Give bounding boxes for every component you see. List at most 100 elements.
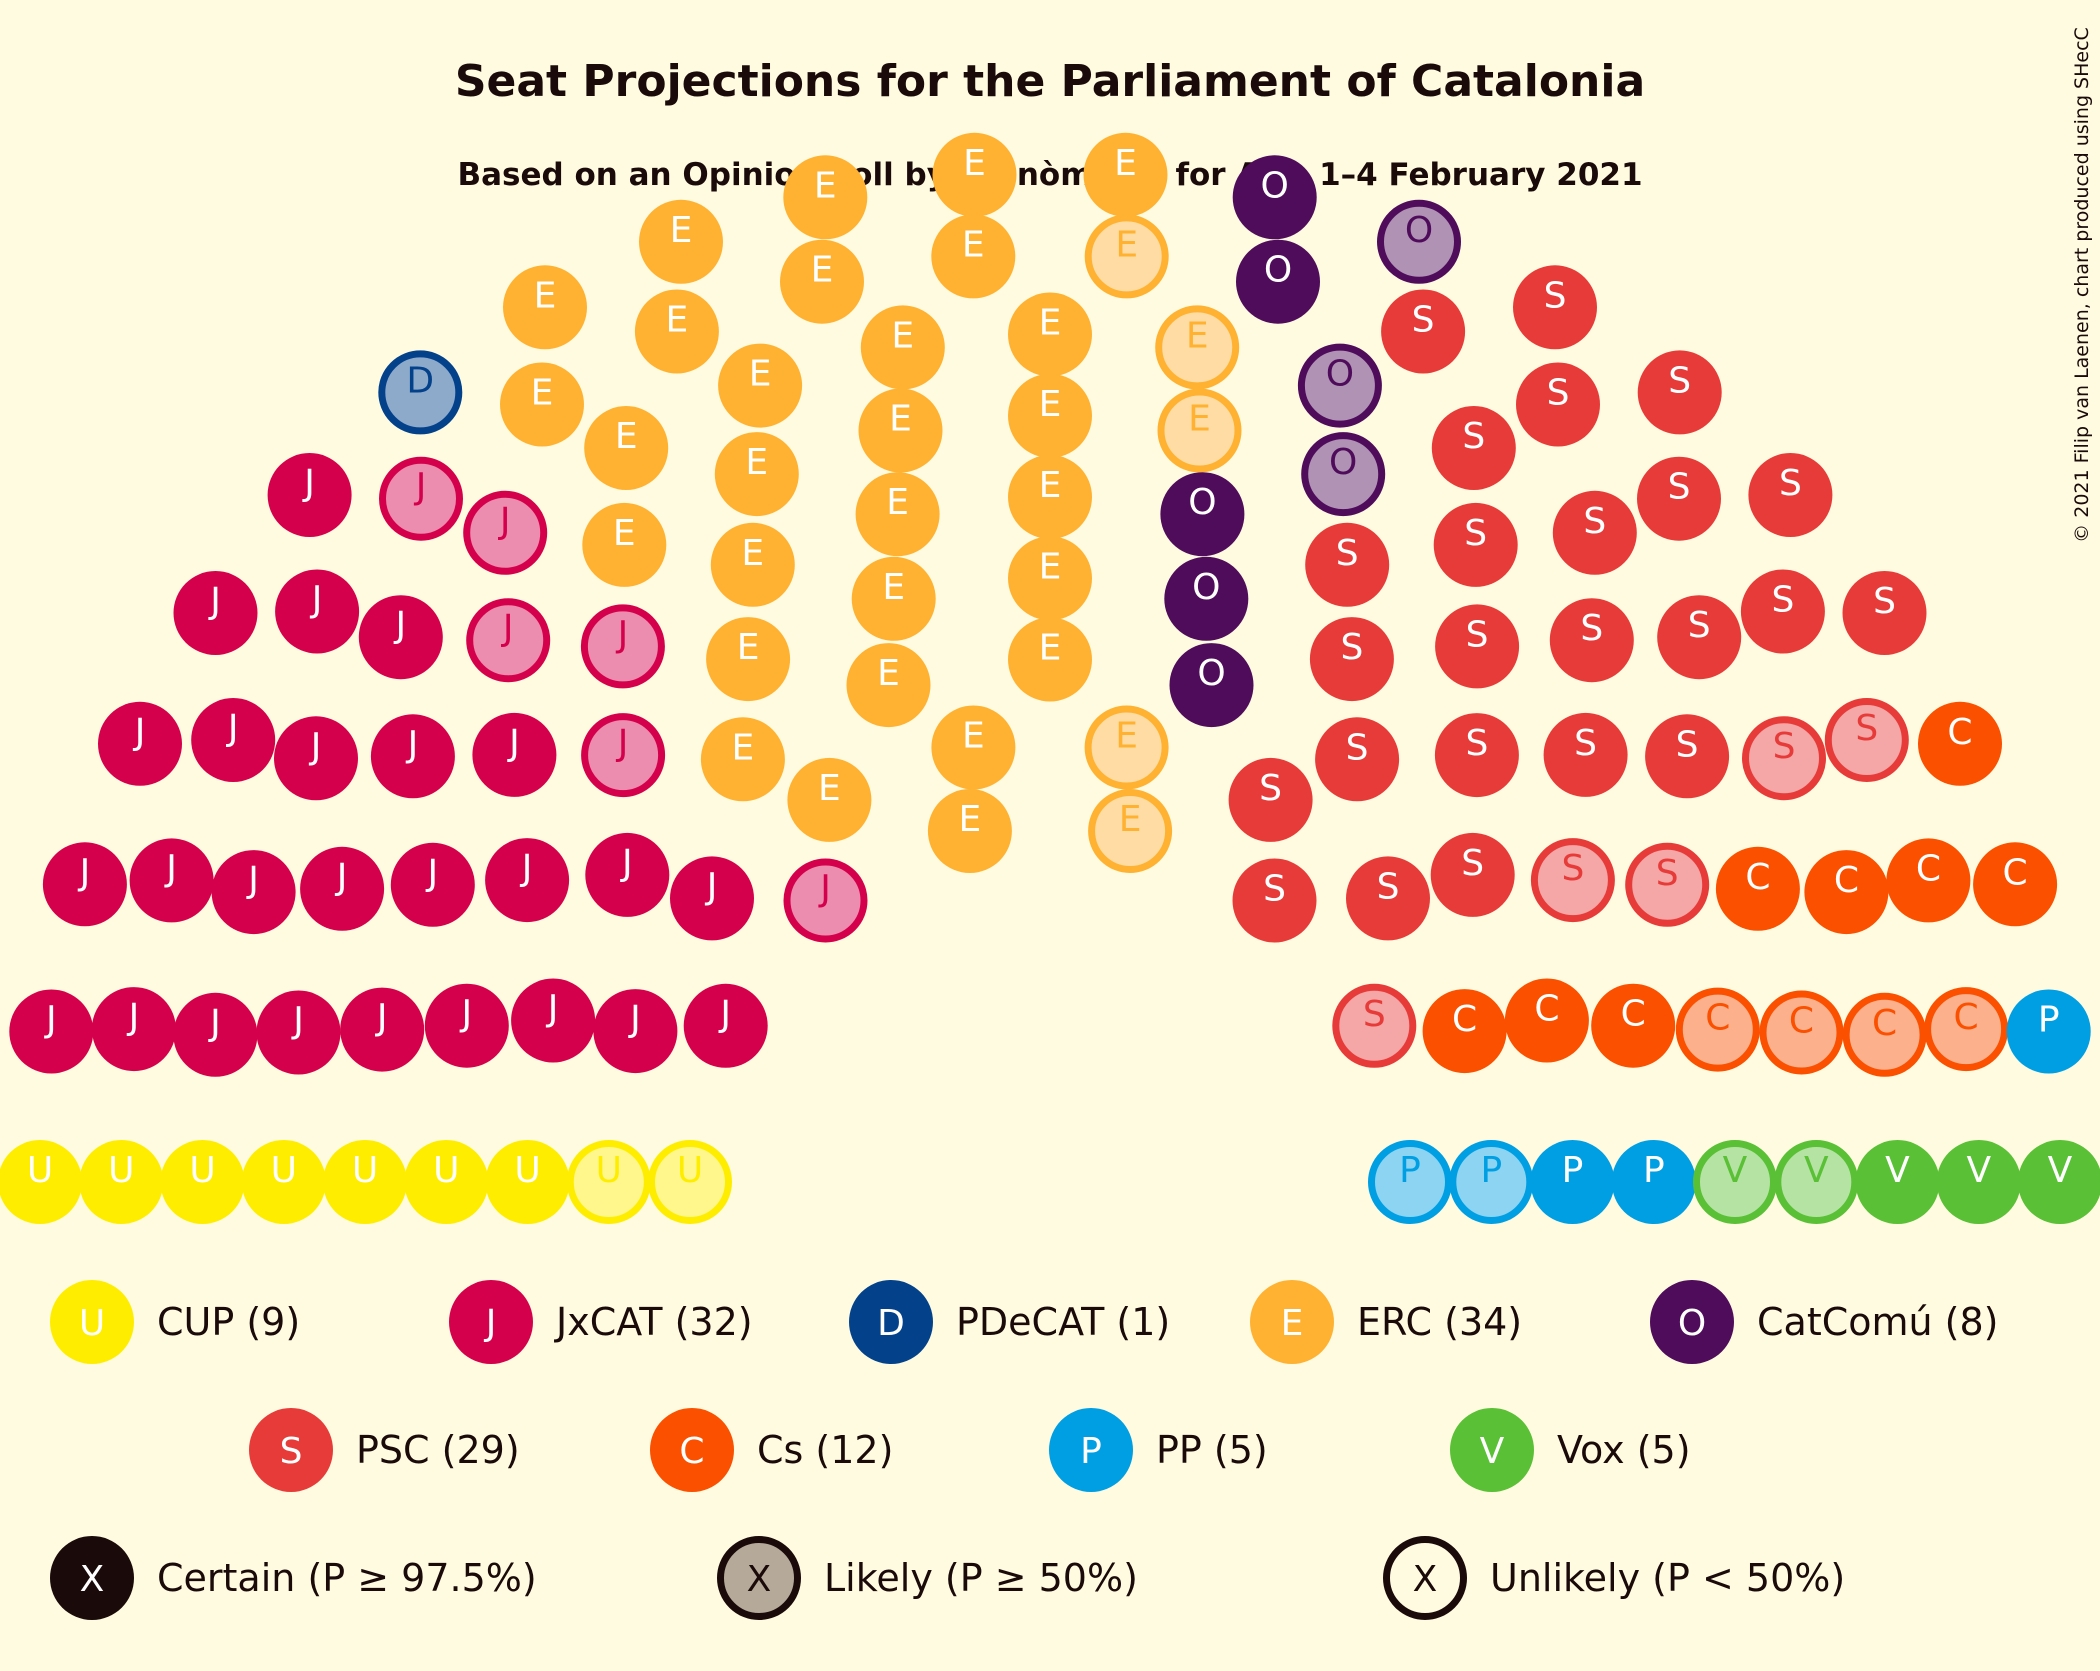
seat-catcomú: O xyxy=(1160,472,1245,557)
seat-erc-dot xyxy=(718,343,803,428)
seat-erc-letter: E xyxy=(666,300,689,341)
seat-psc: S xyxy=(1516,362,1600,447)
seat-erc-dot xyxy=(706,617,791,702)
seat-psc: S xyxy=(1381,289,1466,374)
seat-erc-letter: E xyxy=(1119,799,1142,840)
certainty-label-certain: Certain (P ≥ 97.5%) xyxy=(157,1556,537,1600)
seat-vox-dot xyxy=(1936,1140,2021,1224)
seat-erc-dot xyxy=(1084,705,1169,790)
seat-catcomú: O xyxy=(1377,199,1461,284)
seat-psc: S xyxy=(1740,569,1825,654)
seat-erc: E xyxy=(718,343,803,428)
legend-label-psc: PSC (29) xyxy=(356,1428,520,1472)
seat-psc-letter: S xyxy=(1676,724,1699,765)
certainty-letter-certain: X xyxy=(80,1559,105,1600)
seat-cup-letter: U xyxy=(352,1150,378,1191)
seat-jxcat: J xyxy=(300,846,385,931)
seat-erc: E xyxy=(503,265,587,350)
certainty-marker-likely xyxy=(717,1536,801,1620)
seat-vox: V xyxy=(1774,1140,1859,1224)
seat-psc-dot xyxy=(1748,453,1833,537)
seat-cup-letter: U xyxy=(189,1150,215,1191)
legend-item-jxcat: J JxCAT (32) xyxy=(449,1280,753,1364)
seat-jxcat-dot xyxy=(485,838,570,923)
seat-erc-letter: E xyxy=(531,373,554,414)
chart-subtitle: Based on an Opinion Poll by Opinòmetre f… xyxy=(457,157,1642,193)
seat-psc-letter: S xyxy=(1340,627,1363,668)
seat-jxcat-letter: J xyxy=(226,708,239,749)
seat-jxcat: J xyxy=(275,569,360,654)
seat-jxcat-dot xyxy=(593,989,678,1074)
seat-erc: E xyxy=(1155,305,1240,390)
seat-jxcat: J xyxy=(424,983,509,1068)
seat-cup: U xyxy=(323,1140,407,1224)
seat-vox-dot xyxy=(1693,1140,1777,1224)
seat-erc-dot xyxy=(500,362,584,447)
seat-pp: P xyxy=(1611,1140,1696,1224)
seat-cup: U xyxy=(0,1140,82,1224)
seat-erc-dot xyxy=(1088,789,1173,873)
seat-cs-dot xyxy=(1886,838,1971,923)
seat-jxcat-dot xyxy=(370,714,455,799)
seat-cs-letter: C xyxy=(1789,1001,1814,1042)
seat-psc-dot xyxy=(1232,858,1317,943)
seat-jxcat: J xyxy=(485,838,570,923)
legend-marker-jxcat: J xyxy=(449,1280,533,1364)
seat-cup-dot xyxy=(323,1140,407,1224)
certainty-label-unlikely: Unlikely (P < 50%) xyxy=(1490,1556,1845,1600)
seat-psc-dot xyxy=(1645,714,1730,799)
seat-erc-dot xyxy=(858,388,943,473)
seat-pp-letter: P xyxy=(1399,1150,1421,1191)
seat-jxcat: J xyxy=(91,987,176,1072)
seat-erc-letter: E xyxy=(670,210,693,251)
seat-jxcat-letter: J xyxy=(507,723,520,764)
seat-psc: S xyxy=(1645,714,1730,799)
seat-cs-letter: C xyxy=(1872,1003,1897,1044)
seat-cup-dot xyxy=(241,1140,326,1224)
seat-jxcat-letter: J xyxy=(616,723,629,764)
legend-item-catcomú: O CatComú (8) xyxy=(1650,1280,1999,1364)
seat-jxcat: J xyxy=(191,698,276,782)
seat-psc-letter: S xyxy=(1377,866,1400,907)
seat-erc: E xyxy=(858,388,943,473)
seat-cs: C xyxy=(1715,846,1800,931)
seat-erc-letter: E xyxy=(877,653,900,694)
seat-psc-letter: S xyxy=(1773,726,1796,767)
seat-cs: C xyxy=(1842,992,1927,1077)
seat-psc-letter: S xyxy=(1668,360,1691,401)
seat-pdecat-letter: D xyxy=(406,360,434,401)
seat-erc: E xyxy=(787,757,872,842)
seat-erc-letter: E xyxy=(959,799,982,840)
seat-psc-dot xyxy=(1346,856,1430,941)
seat-cup: U xyxy=(485,1140,570,1224)
seat-erc-letter: E xyxy=(1039,384,1062,425)
seat-psc-dot xyxy=(1742,716,1826,801)
seat-jxcat-letter: J xyxy=(620,843,633,884)
seat-psc-dot xyxy=(1516,362,1600,447)
seat-cup-dot xyxy=(404,1140,489,1224)
seat-vox-letter: V xyxy=(1723,1150,1748,1191)
seat-psc-letter: S xyxy=(1462,416,1485,457)
seat-cs-letter: C xyxy=(1834,860,1859,901)
seat-cup: U xyxy=(160,1140,245,1224)
seat-cs-letter: C xyxy=(1534,989,1559,1030)
seat-vox: V xyxy=(2018,1140,2100,1224)
seat-jxcat-dot xyxy=(581,713,666,798)
seat-erc-letter: E xyxy=(814,165,837,206)
seat-psc-dot xyxy=(1513,265,1597,350)
seat-psc: S xyxy=(1657,595,1742,680)
seat-erc: E xyxy=(710,522,795,607)
seat-psc: S xyxy=(1742,716,1826,801)
seat-erc-dot xyxy=(639,199,723,284)
seat-erc-dot xyxy=(846,643,931,728)
seat-pp: P xyxy=(2006,989,2091,1074)
seat-erc-letter: E xyxy=(1039,465,1062,506)
seat-pp-letter: P xyxy=(1480,1150,1502,1191)
seat-cs: C xyxy=(1675,987,1760,1072)
seat-psc: S xyxy=(1430,832,1515,917)
seat-erc: E xyxy=(1008,455,1092,539)
certainty-legend: X Certain (P ≥ 97.5%) X Likely (P ≥ 50%) X Un… xyxy=(50,1536,1845,1620)
seat-erc-dot xyxy=(931,705,1016,790)
seat-psc: S xyxy=(1543,712,1628,797)
seat-jxcat: J xyxy=(585,832,670,917)
